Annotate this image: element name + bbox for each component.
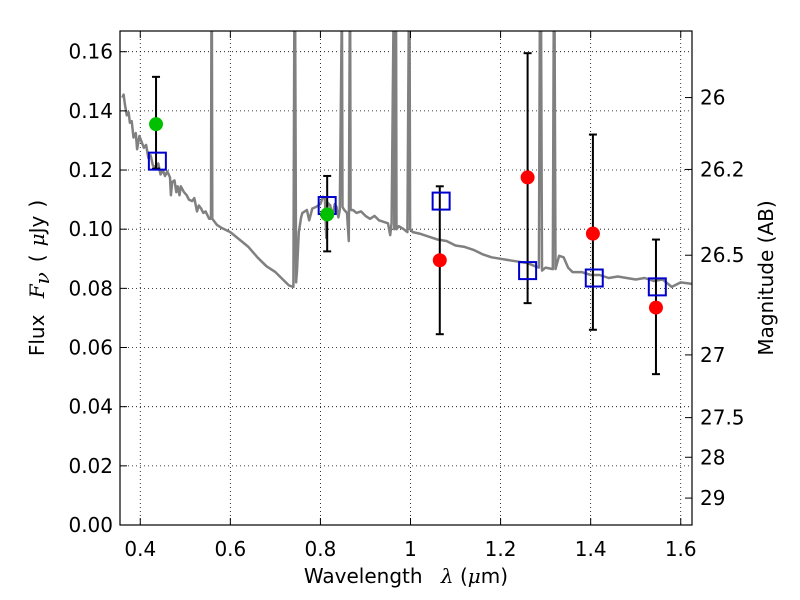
y-tick-label: 0.12 [68, 158, 113, 182]
data-points [149, 117, 663, 315]
y2-tick-label: 28 [700, 445, 725, 469]
y2-tick-label: 26.5 [700, 243, 745, 267]
x-tick-label: 1.4 [575, 537, 607, 561]
red-data-point [432, 253, 447, 268]
plot-frame [119, 30, 693, 526]
x-tick-label: 1.6 [665, 537, 697, 561]
model-box-marker [647, 277, 667, 297]
model-box-marker [147, 151, 167, 171]
y-tick-label: 0.06 [68, 336, 113, 360]
model-boxes [147, 151, 667, 297]
y2-tick-label: 26.2 [700, 157, 745, 181]
y2-tick-label: 27.5 [700, 406, 745, 430]
x-tick-label: 1.2 [485, 537, 517, 561]
red-data-point [648, 300, 663, 315]
y2-tick-label: 29 [700, 486, 725, 510]
x-tick-label: 0.8 [305, 537, 337, 561]
x-tick-label: 1 [404, 537, 417, 561]
axis-ticks [120, 31, 692, 526]
y2-axis-label: Magnitude (AB) [754, 200, 778, 355]
y-tick-label: 0.10 [68, 217, 113, 241]
y-tick-labels: 0.00 0.02 0.04 0.06 0.08 0.10 0.12 0.14 0.16 [68, 40, 113, 537]
x-tick-label: 0.6 [214, 537, 246, 561]
x-tick-label: 0.4 [124, 537, 156, 561]
y2-tick-label: 27 [700, 343, 725, 367]
green-data-point [149, 117, 164, 132]
y2-tick-labels: 26 26.2 26.5 27 27.5 28 29 [700, 86, 745, 511]
y-tick-label: 0.08 [68, 276, 113, 300]
x-axis-label: Wavelength λ (μm) [304, 564, 508, 588]
model-box-marker [584, 268, 604, 288]
y-tick-label: 0.16 [68, 40, 113, 64]
plot-area [120, 31, 692, 525]
y-tick-label: 0.00 [68, 513, 113, 537]
y-axis-label: Flux Fν(μJy) [25, 200, 54, 356]
model-box-marker [431, 191, 451, 211]
y-tick-label: 0.04 [68, 395, 113, 419]
red-data-point [585, 226, 600, 241]
x-tick-labels: 0.4 0.6 0.8 1 1.2 1.4 1.6 [124, 537, 696, 561]
y2-tick-label: 26 [700, 86, 725, 110]
model-box-marker [518, 261, 538, 281]
y-tick-label: 0.14 [68, 99, 113, 123]
green-data-point [320, 207, 335, 222]
red-data-point [520, 170, 535, 185]
y-tick-label: 0.02 [68, 454, 113, 478]
